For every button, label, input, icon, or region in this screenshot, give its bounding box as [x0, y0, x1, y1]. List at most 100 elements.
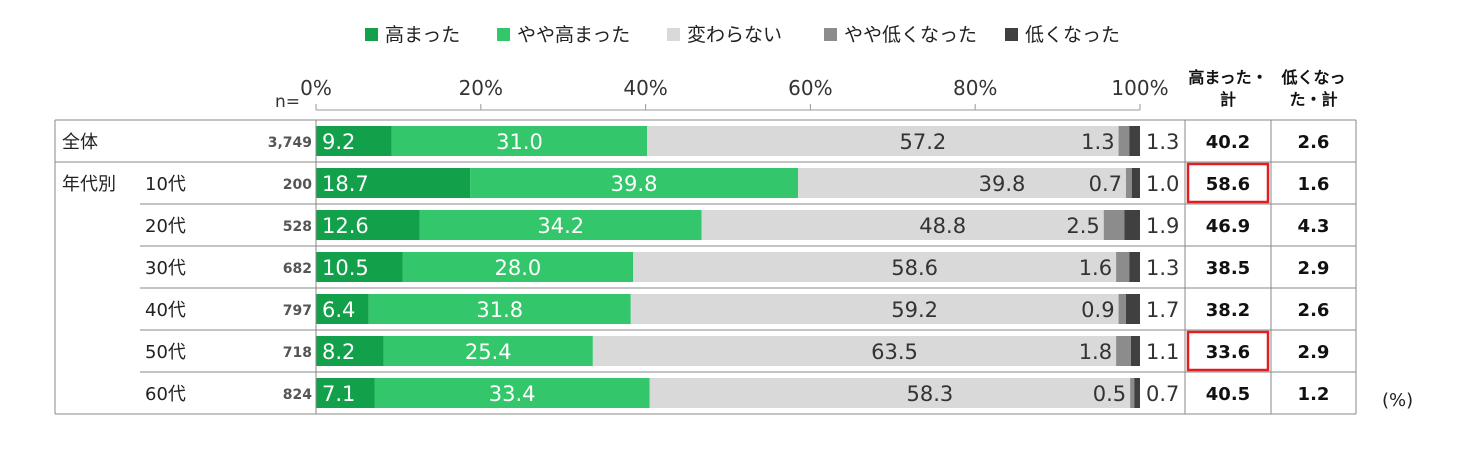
high-total-value: 46.9	[1206, 216, 1250, 237]
n-value: 3,749	[268, 135, 312, 151]
bar-segment	[1103, 210, 1125, 240]
highlight-box	[1186, 330, 1270, 372]
bar-segment	[1118, 126, 1130, 156]
bar-value-label: 31.8	[476, 298, 523, 322]
legend-swatch	[824, 28, 837, 41]
bar-segment	[592, 336, 1117, 366]
bar-value-label: 1.3	[1146, 256, 1179, 280]
n-value: 824	[283, 387, 312, 403]
bar-segment	[1130, 336, 1140, 366]
bar-value-label: 12.6	[322, 214, 369, 238]
n-value: 718	[283, 345, 312, 361]
legend-swatch	[1005, 28, 1018, 41]
bar-segment	[633, 252, 1117, 282]
n-value: 528	[283, 219, 312, 235]
bar-value-label: 18.7	[322, 172, 369, 196]
bar-value-label: 63.5	[871, 340, 918, 364]
bar-segment	[1131, 168, 1140, 198]
row-label: 30代	[145, 258, 186, 279]
bar-segment	[1125, 294, 1140, 324]
x-tick-label: 40%	[623, 76, 667, 100]
bar-value-label: 1.0	[1146, 172, 1179, 196]
bar-value-label: 0.7	[1089, 172, 1122, 196]
low-total-value: 2.6	[1298, 300, 1330, 321]
bar-segment	[316, 378, 375, 408]
low-total-header-line2: た・計	[1289, 90, 1337, 109]
bar-value-label: 48.8	[919, 214, 966, 238]
bar-segment	[316, 168, 471, 198]
bar-segment	[316, 336, 384, 366]
bar-segment	[383, 336, 593, 366]
bar-value-label: 0.5	[1093, 382, 1126, 406]
bar-segment	[798, 168, 1126, 198]
highlight-box	[1186, 162, 1270, 204]
low-total-value: 4.3	[1298, 216, 1330, 237]
bar-value-label: 28.0	[494, 256, 541, 280]
bar-segment	[701, 210, 1104, 240]
bar-value-label: 8.2	[322, 340, 355, 364]
x-tick-label: 80%	[953, 76, 997, 100]
n-value: 200	[283, 177, 312, 193]
bar-value-label: 0.9	[1081, 298, 1114, 322]
low-total-value: 2.9	[1298, 258, 1330, 279]
bar-value-label: 6.4	[322, 298, 355, 322]
bar-value-label: 1.1	[1146, 340, 1179, 364]
low-total-header-line1: 低くなっ	[1280, 68, 1345, 87]
bar-segment	[1118, 294, 1126, 324]
x-tick-label: 20%	[459, 76, 503, 100]
legend-label: やや低くなった	[844, 24, 977, 46]
high-total-value: 38.5	[1206, 258, 1250, 279]
bar-segment	[1134, 378, 1140, 408]
low-total-value: 1.2	[1298, 384, 1330, 405]
bar-segment	[368, 294, 631, 324]
legend-label: 低くなった	[1025, 24, 1120, 46]
bar-value-label: 10.5	[322, 256, 369, 280]
high-total-value: 40.5	[1206, 384, 1250, 405]
bar-value-label: 39.8	[611, 172, 658, 196]
bar-value-label: 58.3	[907, 382, 954, 406]
bar-segment	[647, 126, 1119, 156]
row-label: 50代	[145, 342, 186, 363]
row-label: 60代	[145, 384, 186, 405]
bar-value-label: 1.7	[1146, 298, 1179, 322]
bar-value-label: 58.6	[891, 256, 938, 280]
n-label: n=	[275, 92, 300, 112]
bar-segment	[470, 168, 799, 198]
bar-segment	[1124, 210, 1140, 240]
bar-segment	[316, 210, 420, 240]
bar-value-label: 34.2	[537, 214, 584, 238]
bar-segment	[1129, 126, 1140, 156]
bar-value-label: 25.4	[465, 340, 512, 364]
high-total-value: 40.2	[1206, 132, 1250, 153]
bar-value-label: 1.9	[1146, 214, 1179, 238]
bar-segment	[391, 126, 648, 156]
bar-value-label: 33.4	[489, 382, 536, 406]
x-tick-label: 60%	[788, 76, 832, 100]
x-tick-label: 100%	[1111, 76, 1168, 100]
legend-swatch	[497, 28, 510, 41]
bar-segment	[1116, 336, 1131, 366]
group-label: 年代別	[62, 174, 116, 195]
bar-value-label: 0.7	[1146, 382, 1179, 406]
bar-value-label: 7.1	[322, 382, 355, 406]
bar-value-label: 2.5	[1066, 214, 1099, 238]
bar-value-label: 57.2	[900, 130, 947, 154]
legend-swatch	[667, 28, 680, 41]
bar-segment	[1129, 252, 1140, 282]
row-label: 40代	[145, 300, 186, 321]
low-total-value: 2.6	[1298, 132, 1330, 153]
bar-value-label: 1.3	[1146, 130, 1179, 154]
row-label: 20代	[145, 216, 186, 237]
bar-value-label: 59.2	[891, 298, 938, 322]
row-label: 10代	[145, 174, 186, 195]
x-tick-label: 0%	[300, 76, 332, 100]
bar-value-label: 39.8	[979, 172, 1026, 196]
bar-segment	[1116, 252, 1130, 282]
high-total-header-line1: 高まった・	[1188, 68, 1267, 87]
high-total-value: 38.2	[1206, 300, 1250, 321]
bar-segment	[1130, 378, 1135, 408]
row-label: 全体	[62, 132, 98, 153]
n-value: 682	[283, 261, 312, 277]
bar-value-label: 1.6	[1079, 256, 1112, 280]
